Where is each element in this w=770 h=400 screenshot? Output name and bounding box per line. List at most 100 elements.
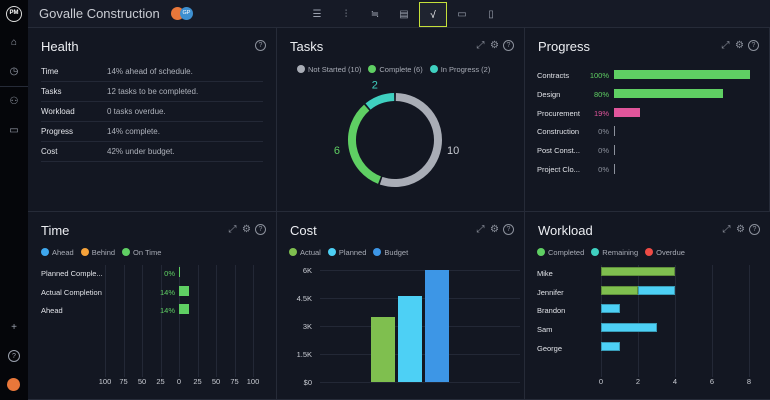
gear-icon[interactable]: ⚙: [736, 224, 745, 235]
clock-icon[interactable]: ◷: [9, 66, 19, 77]
x-tick-label: 25: [193, 377, 202, 386]
workload-person-label: Sam: [537, 325, 553, 335]
workload-bar-completed[interactable]: [601, 285, 638, 295]
workload-person-label: Brandon: [537, 306, 566, 316]
legend-item[interactable]: Not Started (10): [297, 65, 361, 74]
home-icon[interactable]: ⌂: [10, 37, 18, 48]
help-icon[interactable]: ?: [255, 224, 266, 235]
legend-item[interactable]: Remaining: [591, 248, 638, 257]
donut-slice-in-progress[interactable]: [365, 93, 395, 110]
grid-line: [105, 265, 106, 377]
legend-item[interactable]: Budget: [373, 248, 408, 257]
expand-icon[interactable]: ⤢: [476, 40, 485, 51]
cost-bar-actual[interactable]: [371, 316, 395, 382]
progress-bar[interactable]: [614, 126, 615, 137]
legend-label: Actual: [300, 248, 321, 257]
legend-dot: [297, 65, 305, 73]
legend-dot: [41, 248, 49, 256]
health-label: Cost: [41, 147, 58, 156]
progress-bar[interactable]: [614, 107, 640, 117]
health-value: 42% under budget.: [107, 147, 175, 156]
legend-item[interactable]: On Time: [122, 248, 161, 257]
sheet-icon[interactable]: ▤: [399, 9, 409, 20]
y-tick-label: 3K: [302, 322, 312, 331]
tasks-donut-chart: 10 6 2: [334, 80, 459, 187]
expand-icon[interactable]: ⤢: [721, 40, 730, 51]
expand-icon[interactable]: ⤢: [228, 224, 237, 235]
progress-percent: 0%: [598, 127, 609, 137]
help-icon[interactable]: ?: [749, 224, 760, 235]
calendar-icon[interactable]: ▭: [457, 9, 467, 20]
grid-line: [320, 270, 520, 271]
cost-bar-budget[interactable]: [425, 270, 449, 382]
legend-dot: [80, 248, 89, 256]
help-icon[interactable]: ?: [503, 224, 514, 235]
health-row-cost: Cost 42% under budget.: [41, 142, 263, 162]
legend-item[interactable]: Complete (6): [368, 65, 423, 74]
gear-icon[interactable]: ⚙: [490, 224, 499, 235]
gear-icon[interactable]: ⚙: [735, 40, 744, 51]
legend-item[interactable]: In Progress (2): [429, 65, 490, 74]
time-bar[interactable]: [179, 285, 190, 296]
donut-slice-complete[interactable]: [348, 104, 382, 184]
avatar-gp[interactable]: GP: [180, 7, 193, 20]
progress-label: Procurement: [537, 108, 580, 118]
gear-icon[interactable]: ⚙: [490, 40, 499, 51]
workload-bar-completed[interactable]: [601, 267, 675, 276]
legend-item[interactable]: Ahead: [41, 248, 74, 257]
legend-item[interactable]: Planned: [327, 248, 366, 257]
add-icon[interactable]: +: [11, 322, 17, 333]
health-label: Workload: [41, 107, 75, 116]
help-icon[interactable]: ?: [503, 40, 514, 51]
legend-item[interactable]: Actual: [289, 248, 321, 257]
progress-label: Design: [537, 89, 561, 99]
user-avatar[interactable]: [7, 378, 20, 391]
y-tick-label: 1.5K: [296, 350, 312, 359]
legend-dot: [429, 65, 438, 73]
progress-percent: 100%: [589, 71, 609, 80]
briefcase-icon[interactable]: ▭: [9, 125, 19, 136]
legend-item[interactable]: Behind: [80, 248, 115, 257]
sidebar: PM ⌂ ◷ ⚇ ▭ + ?: [0, 0, 28, 400]
gantt-icon[interactable]: ≒: [370, 9, 380, 20]
grid-line: [320, 382, 520, 383]
legend-label: Not Started (10): [308, 65, 362, 74]
help-icon[interactable]: ?: [748, 40, 759, 51]
dashboard-icon[interactable]: √: [419, 2, 447, 27]
progress-percent: 80%: [593, 89, 609, 99]
gear-icon[interactable]: ⚙: [242, 224, 251, 235]
progress-bar[interactable]: [614, 70, 750, 79]
x-tick-label: 50: [211, 377, 221, 386]
grid-line: [142, 265, 143, 377]
time-bar[interactable]: [179, 304, 190, 314]
list-icon[interactable]: ☰: [312, 9, 322, 20]
legend-label: Complete (6): [379, 65, 423, 74]
progress-bar[interactable]: [614, 164, 615, 174]
file-icon[interactable]: ▯: [488, 9, 494, 20]
progress-bar[interactable]: [614, 88, 723, 98]
help-icon[interactable]: ?: [255, 40, 266, 51]
legend-item[interactable]: Completed: [537, 248, 584, 257]
people-icon[interactable]: ⚇: [9, 96, 19, 107]
donut-slice-not-started[interactable]: [379, 93, 442, 187]
health-value: 0 tasks overdue.: [107, 107, 166, 116]
x-tick-label: 100: [98, 377, 112, 386]
expand-icon[interactable]: ⤢: [722, 224, 731, 235]
time-bar[interactable]: [179, 267, 180, 277]
workload-bar-remaining[interactable]: [601, 323, 657, 333]
board-icon[interactable]: ⫶: [344, 9, 348, 20]
workload-bar-remaining[interactable]: [638, 285, 675, 295]
help-icon[interactable]: ?: [8, 350, 20, 362]
pm-logo[interactable]: PM: [6, 6, 22, 22]
workload-bar-remaining[interactable]: [601, 304, 620, 314]
cost-bar-planned[interactable]: [398, 296, 422, 382]
expand-icon[interactable]: ⤢: [476, 224, 485, 235]
legend-label: Completed: [548, 248, 585, 257]
legend-item[interactable]: Overdue: [645, 248, 685, 257]
time-value-label: 14%: [159, 287, 175, 297]
health-row-workload: Workload 0 tasks overdue.: [41, 102, 263, 122]
cost-panel: Cost ⤢ ⚙? Actual Planned Budget $0 1.5K 3K 4.5…: [277, 212, 525, 400]
grid-line: [675, 265, 676, 377]
workload-bar-remaining[interactable]: [601, 341, 620, 351]
progress-bar[interactable]: [614, 145, 615, 156]
